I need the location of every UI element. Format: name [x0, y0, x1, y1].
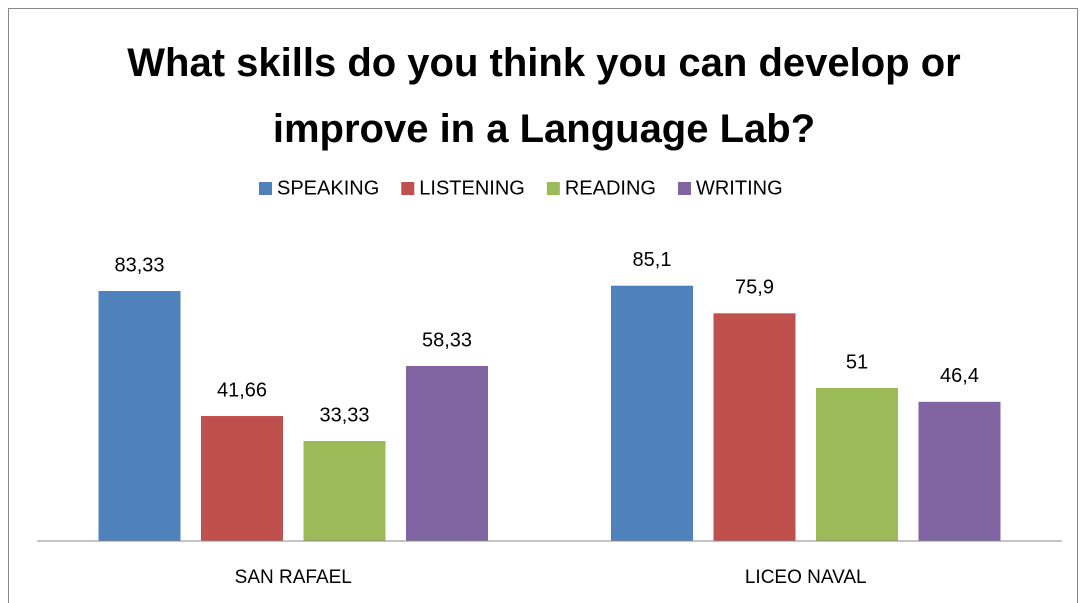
chart-title: What skills do you think you can develop…	[127, 41, 961, 151]
legend-label: LISTENING	[419, 177, 525, 199]
legend-label: READING	[565, 177, 656, 199]
bar	[201, 416, 283, 541]
data-label: 83,33	[114, 254, 164, 276]
legend-swatch	[259, 182, 272, 195]
chart-frame	[8, 8, 1078, 603]
data-label: 85,1	[633, 249, 672, 271]
bar	[611, 285, 693, 541]
data-label: 75,9	[735, 277, 774, 299]
data-label: 51	[846, 351, 868, 373]
legend-swatch	[546, 182, 560, 195]
legend-swatch	[401, 182, 415, 195]
x-tick-label: SAN RAFAEL	[235, 567, 352, 588]
legend-label: WRITING	[696, 177, 783, 199]
bar	[303, 441, 386, 541]
data-label: 58,33	[422, 329, 472, 351]
x-tick-label: LICEO NAVAL	[745, 567, 867, 588]
bar	[918, 401, 1001, 541]
data-label: 41,66	[217, 379, 267, 401]
legend-label: SPEAKING	[277, 177, 379, 199]
data-label: 33,33	[319, 404, 369, 426]
bar	[713, 313, 796, 541]
legend-swatch	[677, 182, 691, 195]
bar	[816, 388, 898, 541]
data-label: 46,4	[940, 365, 979, 387]
bar	[98, 291, 181, 541]
bar	[406, 366, 488, 541]
